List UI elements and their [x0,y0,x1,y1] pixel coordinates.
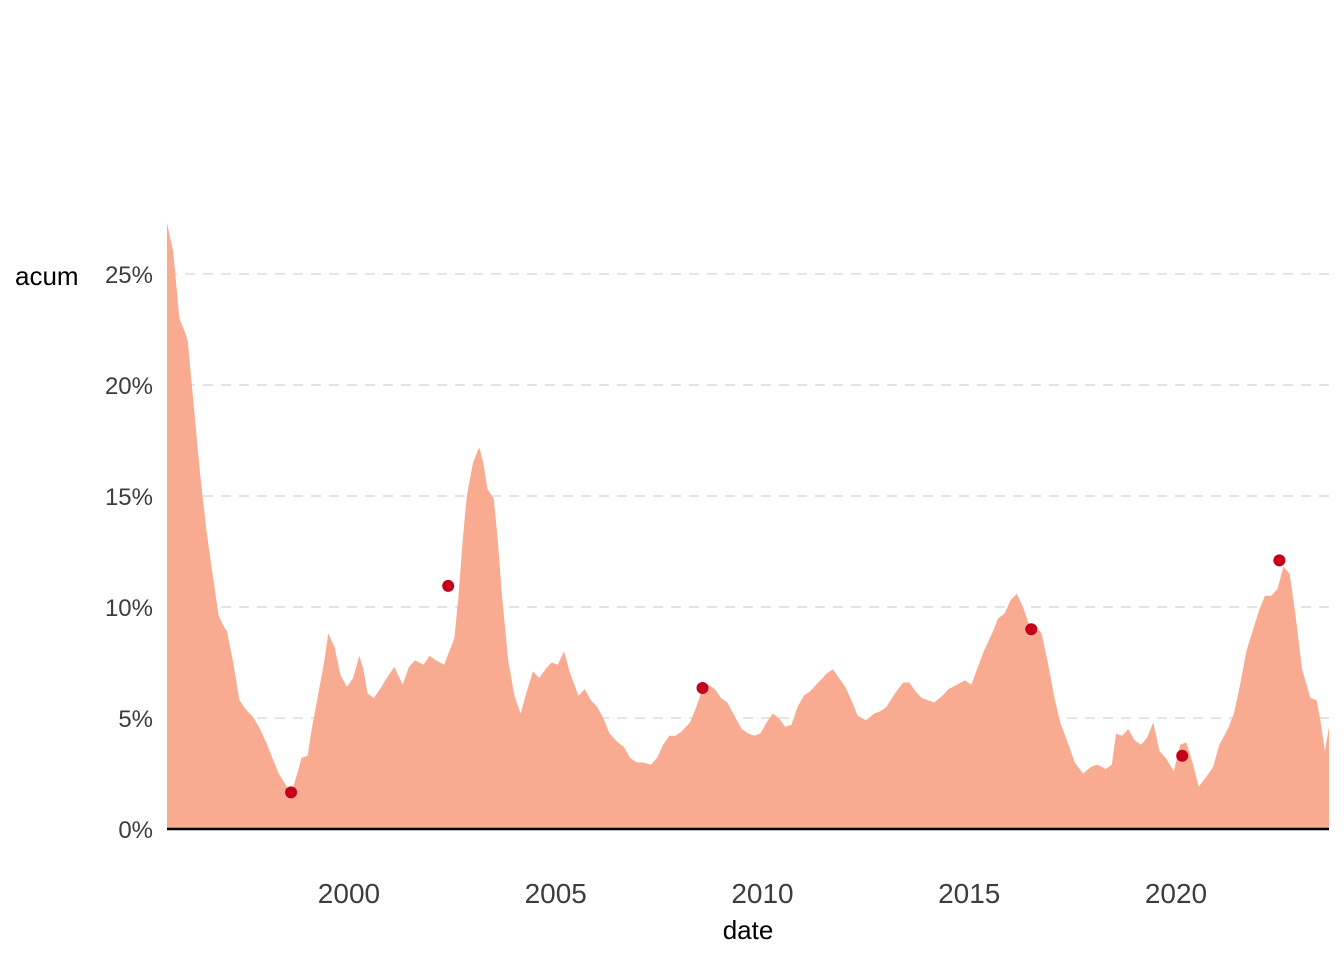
x-tick-label: 2005 [525,878,587,909]
chart-area-series [167,222,1329,829]
y-axis-ticks: 0% 5% 10% 15% 20% 25% [105,262,153,844]
x-axis-title: date [723,915,774,945]
y-tick-label: 5% [118,706,153,733]
highlight-point [696,682,709,695]
x-axis-ticks: 2000 2005 2010 2015 2020 [318,878,1207,909]
highlight-point [285,786,298,799]
y-tick-label: 20% [105,373,153,400]
highlight-points [285,554,1286,799]
x-tick-label: 2000 [318,878,380,909]
x-tick-label: 2015 [938,878,1000,909]
y-tick-label: 10% [105,595,153,622]
y-tick-label: 25% [105,262,153,289]
highlight-point [442,579,455,592]
y-axis-title: acum [15,261,79,291]
x-tick-label: 2010 [731,878,793,909]
x-tick-label: 2020 [1145,878,1207,909]
highlight-point [1273,554,1286,567]
gridlines [167,273,1329,719]
highlight-point [1025,623,1038,636]
highlight-point [1176,749,1189,762]
y-tick-label: 15% [105,484,153,511]
y-tick-label: 0% [118,817,153,844]
